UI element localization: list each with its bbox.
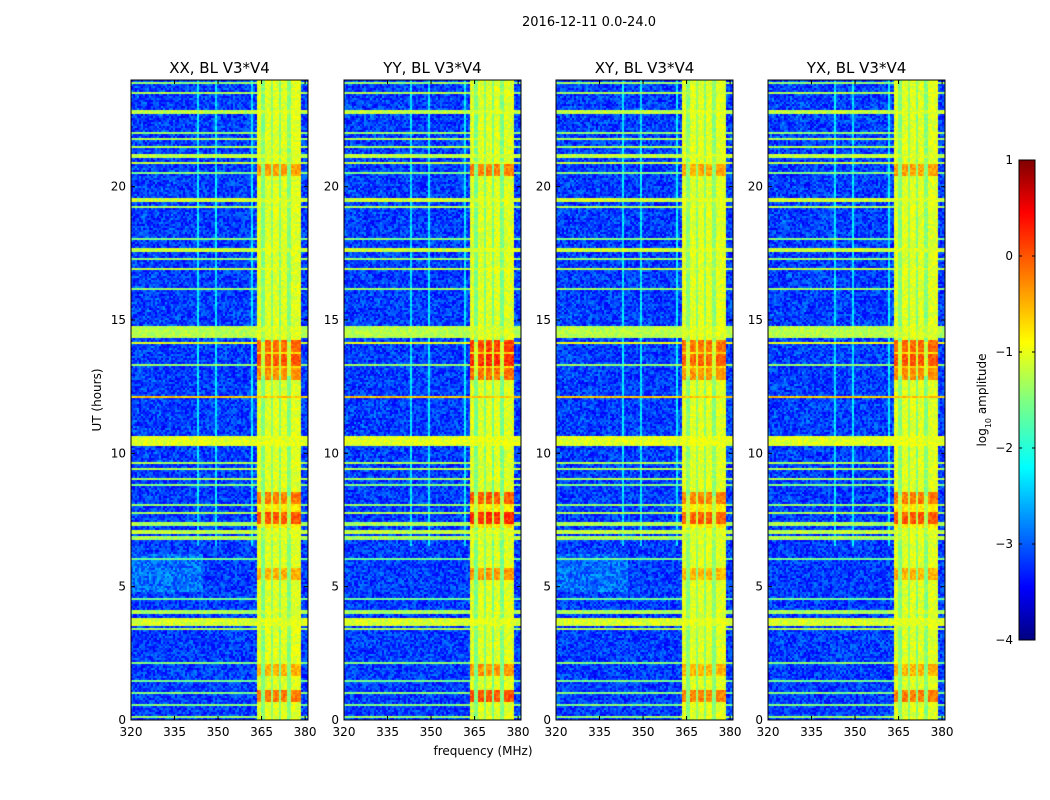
panel-3: YX, BL V3*V4 320 335 350 365 380 0 5 10 15 20 [748,59,954,739]
x-tick-label: 350 [844,725,867,739]
colorbar-tick-label: −1 [995,345,1013,359]
panel-0: XX, BL V3*V4 320 335 350 365 380 0 5 10 15 20 [111,59,317,739]
y-tick-label: 5 [543,580,551,594]
colorbar-tick-label: 0 [1005,249,1013,263]
x-tick-label: 380 [931,725,954,739]
panel-frame [343,79,522,721]
x-tick-label: 380 [294,725,317,739]
x-tick-label: 380 [507,725,530,739]
y-tick-label: 5 [118,580,126,594]
colorbar-tick-label: 1 [1005,153,1013,167]
colorbar-label-tail: amplitude [975,354,989,418]
y-tick-label: 10 [324,446,339,460]
y-tick-label: 15 [536,313,551,327]
x-tick-label: 320 [333,725,356,739]
colorbar-label-sub: 10 [984,418,993,428]
y-tick-label: 5 [755,580,763,594]
colorbar-label-main: log [975,428,989,446]
colorbar-tick-label: −3 [995,537,1013,551]
y-tick-label: 15 [324,313,339,327]
panel-title: YX, BL V3*V4 [806,59,907,77]
x-tick-label: 350 [207,725,230,739]
panel-title: YY, BL V3*V4 [382,59,481,77]
x-axis-label: frequency (MHz) [433,744,532,758]
x-tick-label: 350 [420,725,443,739]
panel-1: YY, BL V3*V4 320 335 350 365 380 0 5 10 15 20 [324,59,530,739]
x-tick-label: 335 [800,725,823,739]
colorbar-tick-label: −4 [995,633,1013,647]
y-tick-label: 5 [331,580,339,594]
heatmap-image-2 [556,80,733,720]
y-tick-label: 20 [324,180,339,194]
x-tick-label: 365 [887,725,910,739]
y-tick-label: 0 [331,713,339,727]
y-tick-label: 0 [118,713,126,727]
panel-title: XX, BL V3*V4 [169,59,270,77]
heatmap-image-3 [768,80,945,720]
colorbar-gradient [1018,159,1036,641]
y-tick-label: 10 [748,446,763,460]
y-axis-label: UT (hours) [90,368,104,431]
x-tick-label: 320 [120,725,143,739]
colorbar-ticks: 1 0 −1 −2 −3 −4 [995,153,1035,647]
y-tick-label: 20 [111,180,126,194]
y-tick-label: 20 [536,180,551,194]
x-tick-label: 365 [463,725,486,739]
heatmap-image-0 [131,80,308,720]
colorbar: 10−1−2−3−4 log10 amplitude [975,153,1036,647]
colorbar-tick-label: −2 [995,441,1013,455]
colorbar-label: log10 amplitude [975,354,993,447]
panel-title: XY, BL V3*V4 [595,59,695,77]
heatmap-image-1 [344,80,521,720]
y-tick-label: 15 [748,313,763,327]
panel-frame [130,79,309,721]
y-tick-label: 10 [536,446,551,460]
panel-frame [555,79,734,721]
x-tick-label: 380 [719,725,742,739]
panel-frame [767,79,946,721]
x-tick-label: 320 [757,725,780,739]
x-tick-label: 365 [250,725,273,739]
x-tick-label: 335 [163,725,186,739]
x-tick-label: 320 [545,725,568,739]
x-tick-label: 350 [632,725,655,739]
y-tick-label: 0 [543,713,551,727]
x-tick-label: 335 [588,725,611,739]
y-tick-label: 20 [748,180,763,194]
y-tick-label: 15 [111,313,126,327]
x-tick-label: 365 [675,725,698,739]
panel-2: XY, BL V3*V4 320 335 350 365 380 0 5 10 15 20 [536,59,742,739]
y-tick-label: 0 [755,713,763,727]
y-tick-label: 10 [111,446,126,460]
figure-suptitle: 2016-12-11 0.0-24.0 [522,15,656,30]
x-tick-label: 335 [376,725,399,739]
